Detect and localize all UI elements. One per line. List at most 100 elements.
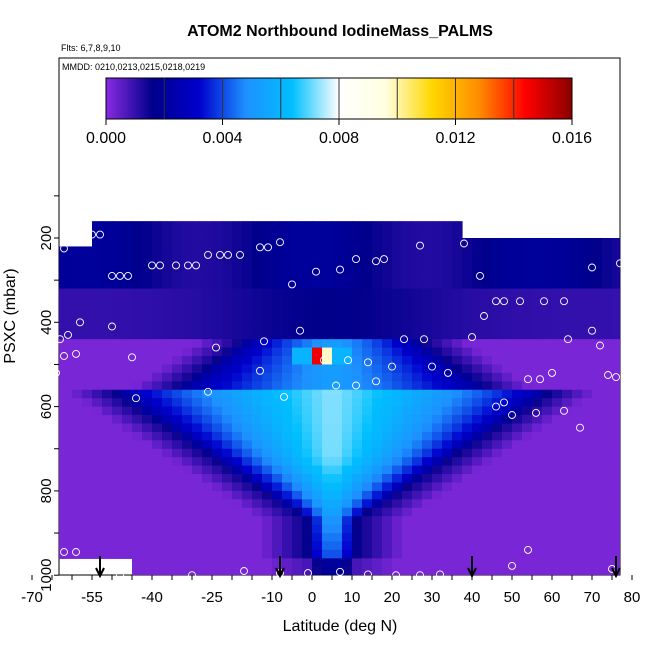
heatmap-cell: [422, 263, 433, 273]
heatmap-cell: [252, 440, 263, 450]
heatmap-cell: [122, 406, 133, 416]
heatmap-cell: [522, 297, 533, 307]
heatmap-cell: [402, 423, 413, 433]
heatmap-cell: [452, 280, 463, 290]
heatmap-cell: [592, 347, 603, 357]
heatmap-cell: [462, 423, 473, 433]
heatmap-cell: [452, 423, 463, 433]
heatmap-cell: [242, 238, 253, 248]
heatmap-cell: [272, 221, 283, 231]
heatmap-cell: [192, 280, 203, 290]
heatmap-cell: [142, 524, 153, 534]
heatmap-cell: [462, 541, 473, 551]
heatmap-cell: [332, 398, 343, 408]
heatmap-cell: [352, 490, 363, 500]
heatmap-cell: [172, 541, 183, 551]
heatmap-cell: [242, 423, 253, 433]
heatmap-cell: [72, 482, 83, 492]
heatmap-cell: [402, 448, 413, 458]
heatmap-cell: [272, 406, 283, 416]
heatmap-cell: [602, 381, 613, 391]
heatmap-cell: [182, 221, 193, 231]
heatmap-cell: [212, 322, 223, 332]
heatmap-cell: [152, 297, 163, 307]
heatmap-cell: [122, 507, 133, 517]
heatmap-cell: [612, 254, 620, 264]
heatmap-cell: [382, 221, 393, 231]
heatmap-cell: [202, 288, 213, 298]
heatmap-cell: [362, 271, 373, 281]
heatmap-cell: [132, 558, 143, 568]
heatmap-cell: [482, 465, 493, 475]
heatmap-cell: [542, 246, 553, 256]
heatmap-cell: [162, 457, 173, 467]
heatmap-cell: [352, 229, 363, 239]
heatmap-cell: [402, 549, 413, 559]
heatmap-cell: [562, 533, 573, 543]
heatmap-cell: [542, 549, 553, 559]
heatmap-cell: [102, 356, 113, 366]
heatmap-cell: [402, 507, 413, 517]
heatmap-cell: [282, 549, 293, 559]
heatmap-cell: [432, 364, 443, 374]
heatmap-cell: [402, 482, 413, 492]
heatmap-cell: [222, 549, 233, 559]
heatmap-cell: [292, 280, 303, 290]
observation-point: [76, 234, 84, 242]
heatmap-cell: [362, 297, 373, 307]
heatmap-cell: [59, 507, 63, 517]
heatmap-cell: [322, 313, 333, 323]
heatmap-cell: [542, 524, 553, 534]
heatmap-cell: [272, 263, 283, 273]
y-tick-label: 800: [38, 478, 55, 503]
heatmap-cell: [272, 398, 283, 408]
heatmap-cell: [312, 558, 323, 568]
heatmap-cell: [452, 271, 463, 281]
heatmap-cell: [562, 356, 573, 366]
heatmap-cell: [242, 389, 253, 399]
observation-point: [76, 318, 84, 327]
heatmap-cell: [392, 558, 403, 568]
heatmap-cell: [182, 372, 193, 382]
heatmap-cell: [59, 254, 63, 264]
heatmap-cell: [282, 541, 293, 551]
heatmap-cell: [242, 490, 253, 500]
heatmap-cell: [182, 524, 193, 534]
heatmap-cell: [372, 347, 383, 357]
heatmap-cell: [302, 271, 313, 281]
heatmap-cell: [132, 566, 143, 575]
heatmap-cell: [422, 339, 433, 349]
heatmap-cell: [332, 229, 343, 239]
heatmap-cell: [462, 490, 473, 500]
heatmap-cell: [162, 558, 173, 568]
heatmap-cell: [382, 381, 393, 391]
heatmap-cell: [162, 499, 173, 509]
heatmap-cell: [382, 499, 393, 509]
heatmap-cell: [272, 389, 283, 399]
heatmap-cell: [442, 457, 453, 467]
heatmap-cell: [59, 415, 63, 425]
heatmap-cell: [62, 524, 73, 534]
heatmap-cell: [242, 474, 253, 484]
heatmap-cell: [82, 280, 93, 290]
heatmap-cell: [442, 372, 453, 382]
heatmap-cell: [522, 482, 533, 492]
heatmap-cell: [172, 372, 183, 382]
heatmap-cell: [312, 406, 323, 416]
heatmap-cell: [192, 465, 203, 475]
heatmap-cell: [342, 238, 353, 248]
heatmap-cell: [272, 347, 283, 357]
heatmap-cell: [302, 229, 313, 239]
heatmap-cell: [172, 499, 183, 509]
heatmap-cell: [452, 533, 463, 543]
heatmap-cell: [432, 448, 443, 458]
heatmap-cell: [262, 423, 273, 433]
heatmap-cell: [452, 356, 463, 366]
heatmap-cell: [412, 288, 423, 298]
heatmap-cell: [392, 254, 403, 264]
heatmap-cell: [282, 516, 293, 526]
heatmap-cell: [102, 549, 113, 559]
heatmap-cell: [362, 549, 373, 559]
heatmap-cell: [522, 524, 533, 534]
heatmap-cell: [202, 423, 213, 433]
